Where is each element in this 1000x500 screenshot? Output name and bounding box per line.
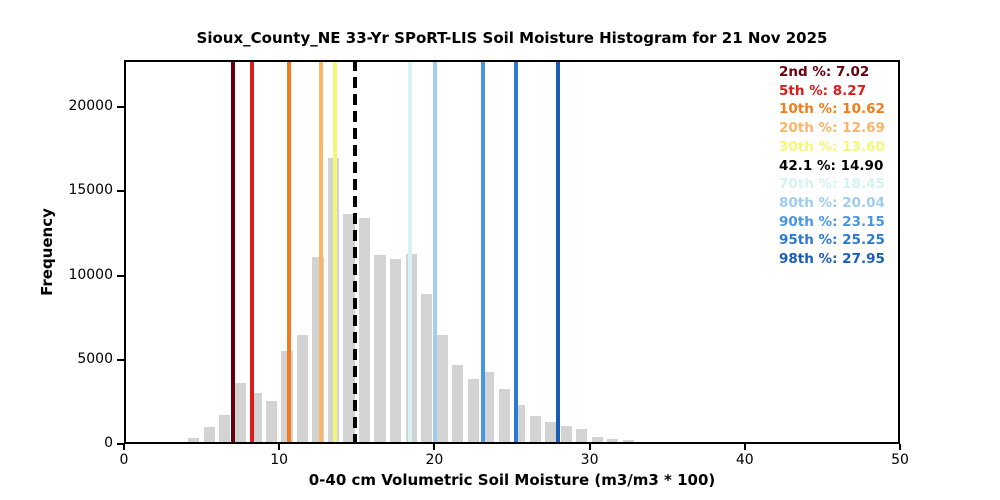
x-tick-label: 50 — [891, 452, 909, 468]
y-tick-label: 20000 — [68, 98, 113, 115]
histogram-bar — [436, 335, 448, 444]
percentile-line-42.1 — [353, 60, 358, 444]
legend-entry: 42.1 %: 14.90 — [779, 157, 884, 174]
legend-entry: 80th %: 20.04 — [779, 194, 885, 211]
y-axis-label: Frequency — [38, 208, 56, 296]
histogram-bar — [498, 389, 510, 444]
percentile-line-5th — [250, 60, 255, 444]
histogram-bar — [591, 437, 603, 444]
percentile-line-70th — [408, 60, 413, 444]
y-tick-label: 15000 — [68, 182, 113, 199]
histogram-bar — [576, 428, 588, 444]
histogram-bar — [203, 427, 215, 444]
y-tick-label: 5000 — [77, 350, 113, 367]
histogram-bar — [560, 426, 572, 444]
histogram-bar — [607, 438, 619, 444]
y-tick-mark — [117, 358, 124, 361]
y-tick-label: 10000 — [68, 266, 113, 283]
y-tick-mark — [117, 274, 124, 277]
y-tick-mark — [117, 443, 124, 445]
x-tick-label: 0 — [119, 452, 129, 468]
x-axis-label: 0-40 cm Volumetric Soil Moisture (m3/m3 … — [308, 471, 716, 489]
histogram-bar — [343, 214, 355, 444]
y-tick-mark — [117, 190, 124, 193]
histogram-bar — [421, 294, 433, 444]
legend-entry: 70th %: 18.45 — [779, 176, 885, 193]
percentile-line-80th — [433, 60, 438, 444]
histogram-bar — [483, 371, 495, 444]
histogram-bar — [250, 393, 262, 444]
legend-entry: 95th %: 25.25 — [779, 232, 885, 249]
legend-entry: 10th %: 10.62 — [779, 101, 885, 118]
histogram-bar — [622, 439, 634, 444]
x-tick-label: 40 — [735, 452, 754, 468]
histogram-bar — [452, 364, 464, 444]
histogram-bar — [514, 405, 526, 444]
percentile-line-30th — [333, 60, 338, 444]
histogram-bar — [265, 401, 278, 444]
histogram-bar — [219, 415, 231, 444]
plot-area — [124, 60, 900, 444]
histogram-bar — [390, 258, 402, 444]
legend-entry: 2nd %: 7.02 — [779, 64, 870, 80]
x-tick-label: 30 — [580, 452, 599, 468]
legend-entry: 98th %: 27.95 — [779, 251, 885, 268]
x-tick-label: 10 — [270, 452, 289, 468]
histogram-bar — [638, 442, 650, 444]
x-tick-mark — [588, 444, 591, 450]
chart-title: Sioux_County_NE 33-Yr SPoRT-LIS Soil Moi… — [196, 29, 828, 47]
percentile-line-90th — [481, 60, 486, 444]
x-tick-mark — [433, 444, 436, 450]
histogram-bar — [234, 382, 246, 444]
histogram-bar — [545, 422, 557, 444]
percentile-legend: 2nd %: 7.02 5th %: 8.27 10th %: 10.62 20th … — [779, 63, 885, 269]
legend-entry: 30th %: 13.60 — [779, 138, 885, 155]
percentile-line-95th — [513, 60, 518, 444]
y-tick-label: 0 — [104, 435, 113, 451]
histogram-bar — [529, 416, 541, 444]
x-tick-mark — [899, 444, 901, 450]
x-tick-mark — [123, 444, 125, 450]
percentile-line-2nd — [230, 60, 235, 444]
x-tick-mark — [743, 444, 746, 450]
legend-entry: 5th %: 8.27 — [779, 82, 867, 99]
legend-entry: 90th %: 23.15 — [779, 213, 885, 230]
x-tick-label: 20 — [425, 452, 444, 468]
histogram-bar — [374, 255, 386, 444]
percentile-line-10th — [286, 60, 291, 444]
x-tick-mark — [278, 444, 281, 450]
percentile-line-98th — [555, 60, 560, 444]
percentile-line-20th — [318, 60, 323, 444]
histogram-bar — [467, 379, 479, 444]
legend-entry: 20th %: 12.69 — [779, 120, 885, 137]
y-tick-mark — [117, 106, 124, 109]
histogram-bar — [358, 218, 371, 444]
histogram-bar — [312, 257, 324, 444]
histogram-bar — [296, 334, 309, 444]
histogram-bar — [188, 438, 200, 444]
